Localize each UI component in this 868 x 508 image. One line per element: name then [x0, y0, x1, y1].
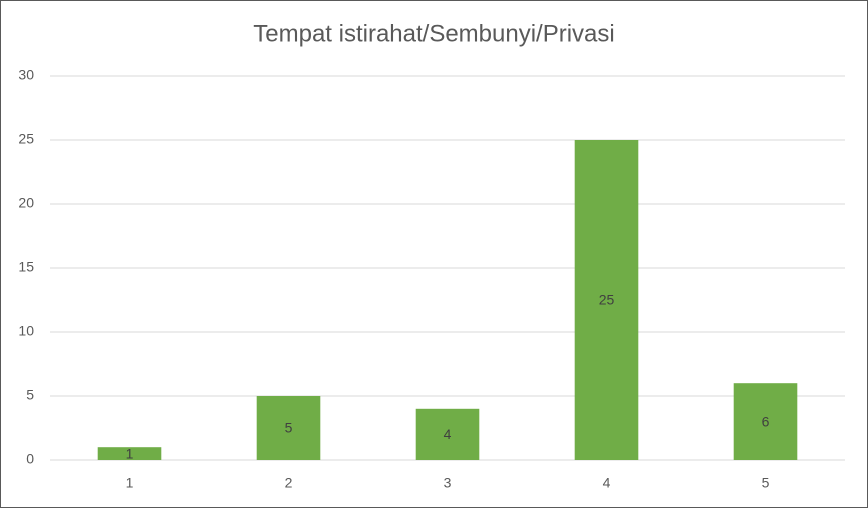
y-tick-label: 25: [18, 131, 34, 147]
y-tick-label: 10: [18, 323, 34, 339]
x-tick-label: 5: [762, 475, 770, 491]
y-tick-label: 15: [18, 259, 34, 275]
y-tick-label: 20: [18, 195, 34, 211]
data-label: 6: [762, 413, 770, 429]
x-tick-label: 1: [126, 475, 134, 491]
data-label: 25: [599, 292, 615, 308]
data-label: 1: [126, 445, 134, 461]
bar: [574, 140, 639, 460]
y-tick-label: 5: [26, 387, 34, 403]
x-tick-label: 4: [603, 475, 611, 491]
bar: [256, 396, 321, 460]
data-label: 5: [285, 420, 293, 436]
y-tick-label: 30: [18, 67, 34, 83]
data-label: 4: [444, 426, 452, 442]
x-tick-label: 3: [444, 475, 452, 491]
y-tick-label: 0: [26, 451, 34, 467]
bar: [97, 447, 162, 460]
x-tick-label: 2: [285, 475, 293, 491]
bar: [733, 383, 798, 460]
chart-title: Tempat istirahat/Sembunyi/Privasi: [253, 20, 614, 47]
bar: [415, 408, 480, 460]
